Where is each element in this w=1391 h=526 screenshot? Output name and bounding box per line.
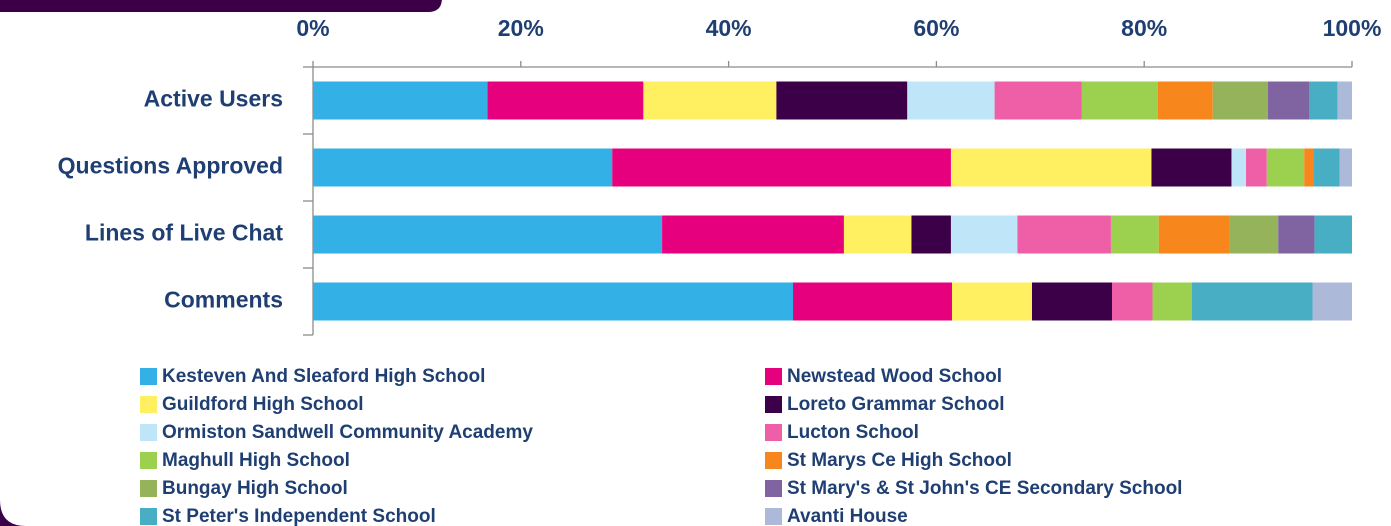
legend-swatch [140,368,157,385]
bar-segment [1158,215,1230,254]
bar-segment [1278,215,1315,254]
bar-segment [1246,148,1267,187]
legend-label: St Peter's Independent School [162,506,436,526]
bar-segment [1229,215,1279,254]
y-tick-label: Questions Approved [58,153,283,179]
bar-segment [1031,282,1112,321]
legend-label: Ormiston Sandwell Community Academy [162,422,533,443]
bar-segment [1081,81,1158,120]
bar-segment [1314,215,1352,254]
bar-segment [1312,282,1352,321]
legend-label: St Mary's & St John's CE Secondary Schoo… [787,478,1182,499]
bar-segment [950,148,1152,187]
bar-segment [1266,148,1305,187]
legend-label: Guildford High School [162,394,364,415]
bar-segment [793,282,952,321]
y-tick-label: Active Users [144,86,283,112]
legend-swatch [140,480,157,497]
corner-decoration [0,500,26,526]
bar-segment [612,148,951,187]
legend-swatch [765,396,782,413]
bar-segment [1309,81,1338,120]
bar-segment [1151,148,1232,187]
legend-label: Lucton School [787,422,919,443]
bar-segment [1152,282,1192,321]
bar-segment [1313,148,1340,187]
bar-segment [643,81,777,120]
bar-segment [1212,81,1268,120]
bar-segment [313,282,794,321]
legend-swatch [765,368,782,385]
x-tick-label: 20% [498,15,544,41]
x-tick-label: 0% [296,15,329,41]
legend-swatch [140,452,157,469]
legend-swatch [765,480,782,497]
bar-segment [1157,81,1213,120]
x-tick-label: 80% [1121,15,1167,41]
bar-segment [1191,282,1313,321]
legend-label: Loreto Grammar School [787,394,1005,415]
legend-label: St Marys Ce High School [787,450,1012,471]
bar-segment [313,215,663,254]
bar-segment [776,81,908,120]
bar-segment [1231,148,1247,187]
bar-segment [662,215,844,254]
bar-segment [1110,215,1159,254]
bar-segment [843,215,912,254]
bar-segment [950,215,1018,254]
y-tick-label: Lines of Live Chat [85,220,283,246]
legend-label: Avanti House [787,506,908,526]
x-tick-label: 60% [913,15,959,41]
legend-swatch [765,424,782,441]
legend-swatch [140,508,157,525]
bar-segment [907,81,995,120]
x-tick-label: 100% [1323,15,1382,41]
legend-swatch [140,424,157,441]
x-tick-label: 40% [706,15,752,41]
legend-label: Bungay High School [162,478,348,499]
bar-segment [911,215,951,254]
bar-segment [994,81,1082,120]
bar-segment [487,81,644,120]
bar-segment [1337,81,1352,120]
bar-segment [313,81,488,120]
bar-segment [1267,81,1310,120]
bar-segment [1339,148,1352,187]
legend-label: Newstead Wood School [787,366,1002,387]
legend-swatch [765,452,782,469]
legend-swatch [765,508,782,525]
legend-swatch [140,396,157,413]
header-decoration [0,0,442,12]
legend-label: Maghull High School [162,450,350,471]
bar-segment [1111,282,1153,321]
bar-segment [1017,215,1111,254]
legend-label: Kesteven And Sleaford High School [162,366,485,387]
bar-segment [313,148,613,187]
bar-segment [951,282,1032,321]
bar-segment [1304,148,1314,187]
y-tick-label: Comments [164,287,283,313]
